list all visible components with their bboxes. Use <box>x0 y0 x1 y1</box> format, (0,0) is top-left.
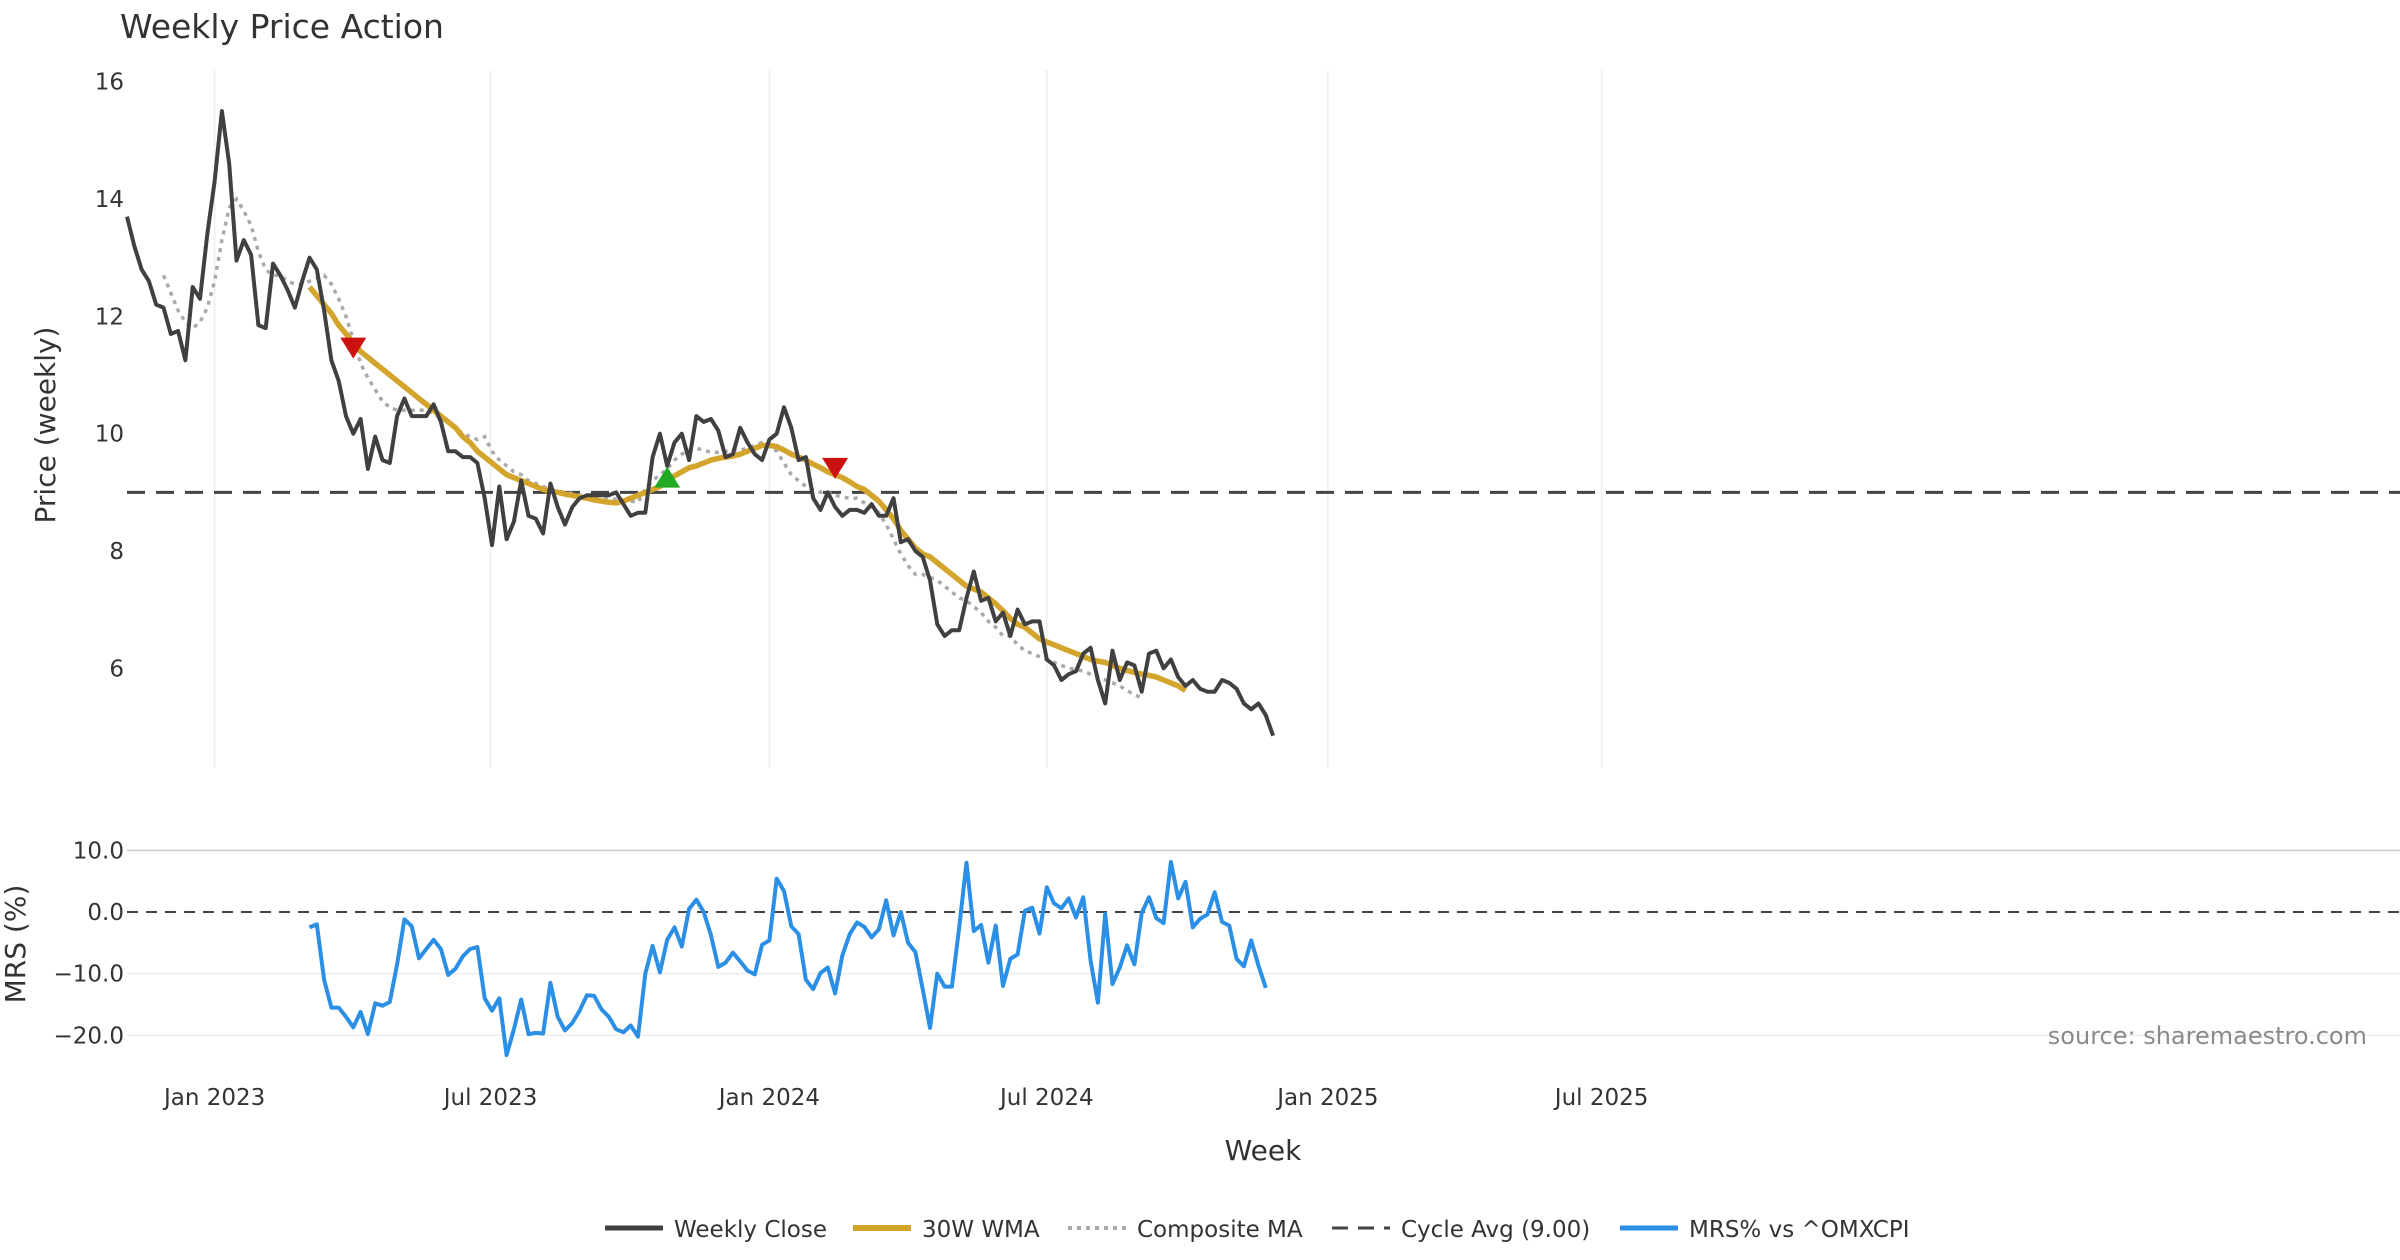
price-y-tick-8: 8 <box>109 539 124 565</box>
mrs-y-ticks: 10.0 0.0 −10.0 −20.0 <box>54 838 124 1049</box>
legend-label-close: Weekly Close <box>674 1217 827 1243</box>
x-tick-1: Jul 2023 <box>442 1085 538 1111</box>
x-tick-4: Jan 2025 <box>1275 1085 1378 1111</box>
price-y-ticks: 16 14 12 10 8 6 <box>95 70 124 683</box>
x-tick-0: Jan 2023 <box>162 1085 265 1111</box>
x-tick-2: Jan 2024 <box>717 1085 820 1111</box>
price-y-tick-16: 16 <box>95 70 124 96</box>
sell-signal-marker-1 <box>822 457 849 479</box>
price-y-tick-12: 12 <box>95 304 124 330</box>
price-y-axis-label: Price (weekly) <box>29 327 62 524</box>
price-gridlines <box>213 70 1603 768</box>
price-y-tick-10: 10 <box>95 422 124 448</box>
weekly-close-series <box>125 109 1275 737</box>
legend: Weekly Close 30W WMA Composite MA Cycle … <box>605 1217 1910 1243</box>
trade-signals <box>340 337 849 488</box>
wma-30w-series <box>307 285 1187 693</box>
x-tick-3: Jul 2024 <box>998 1085 1094 1111</box>
legend-label-cycle: Cycle Avg (9.00) <box>1401 1217 1590 1243</box>
chart-title: Weekly Price Action <box>120 7 444 46</box>
legend-label-mrs: MRS% vs ^OMXCPI <box>1689 1217 1910 1243</box>
mrs-series <box>308 860 1268 1058</box>
composite-ma-series <box>161 196 1143 700</box>
x-tick-5: Jul 2025 <box>1553 1085 1649 1111</box>
mrs-y-tick-1: 0.0 <box>87 900 124 926</box>
price-y-tick-6: 6 <box>109 656 124 682</box>
mrs-y-tick-2: −10.0 <box>54 962 124 988</box>
price-y-tick-14: 14 <box>95 187 124 213</box>
x-axis-ticks: Jan 2023 Jul 2023 Jan 2024 Jul 2024 Jan 2025… <box>162 1085 1648 1111</box>
legend-label-wma: 30W WMA <box>922 1217 1040 1243</box>
legend-label-composite: Composite MA <box>1137 1217 1303 1243</box>
sell-signal-marker-0 <box>340 337 367 359</box>
mrs-y-tick-3: −20.0 <box>54 1023 124 1049</box>
buy-signal-marker-0 <box>654 466 681 488</box>
x-axis-label: Week <box>1225 1134 1302 1167</box>
mrs-y-axis-label: MRS (%) <box>0 885 32 1004</box>
source-annotation: source: sharemaestro.com <box>2048 1022 2367 1050</box>
mrs-y-tick-0: 10.0 <box>73 838 124 864</box>
